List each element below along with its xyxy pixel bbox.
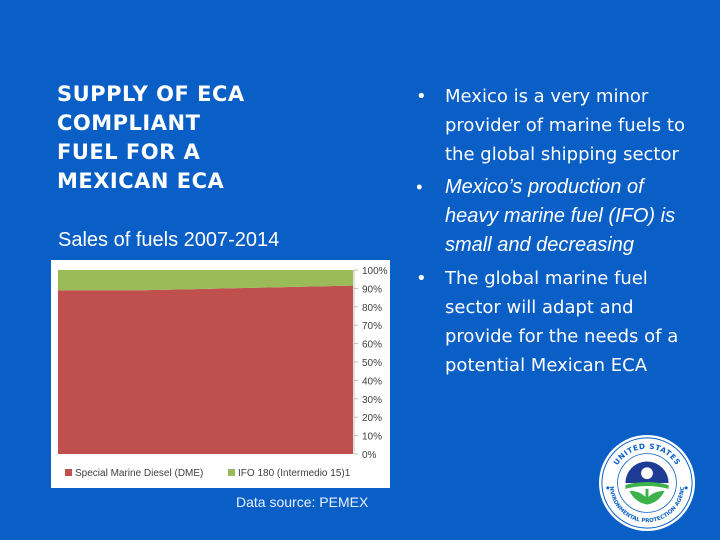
legend-label: Special Marine Diesel (DME) [75,468,203,479]
bullet-text: Mexico’s production of heavy marine fuel… [445,176,676,256]
bullet-dot-icon: • [416,268,427,289]
bullet-item: • Mexico is a very minor provider of mar… [412,82,702,169]
y-tick-label: 90% [362,284,382,295]
slide-title: SUPPLY OF ECA COMPLIANT FUEL FOR A MEXIC… [57,82,245,193]
y-tick-label: 20% [362,413,382,424]
y-tick-label: 10% [362,432,382,443]
y-tick-label: 0% [362,450,377,461]
bullet-item: • Mexico’s production of heavy marine fu… [412,173,702,260]
bullet-item: • The global marine fuel sector will ada… [412,264,702,380]
fuel-sales-chart: 100% 90% 80% 70% 60% 50% 40% 30% 20% 10% 0% Special… [51,260,390,488]
legend-label: IFO 180 (Intermedio 15)1 [238,468,351,479]
epa-seal-icon: UNITED STATES ENVIRONMENTAL PROTECTION A… [598,434,696,532]
legend-swatch [65,469,72,476]
y-tick-label: 50% [362,358,382,369]
y-tick-label: 70% [362,321,382,332]
bullet-list: • Mexico is a very minor provider of mar… [412,82,702,384]
y-tick-label: 80% [362,303,382,314]
series-area-ifo [58,270,353,291]
bullet-text: Mexico is a very minor provider of marin… [445,86,685,165]
bullet-dot-icon: • [416,86,427,107]
y-tick-label: 30% [362,395,382,406]
y-tick-label: 60% [362,340,382,351]
bullet-dot-icon: • [416,177,423,197]
chart-svg: 100% 90% 80% 70% 60% 50% 40% 30% 20% 10% 0% Special… [58,266,388,479]
chart-caption: Sales of fuels 2007-2014 [58,229,280,251]
bullet-text: The global marine fuel sector will adapt… [445,268,679,376]
data-source-note: Data source: PEMEX [236,494,369,510]
legend-swatch [228,469,235,476]
y-tick-label: 100% [362,266,388,277]
series-area-diesel [58,285,353,454]
y-tick-label: 40% [362,376,382,387]
